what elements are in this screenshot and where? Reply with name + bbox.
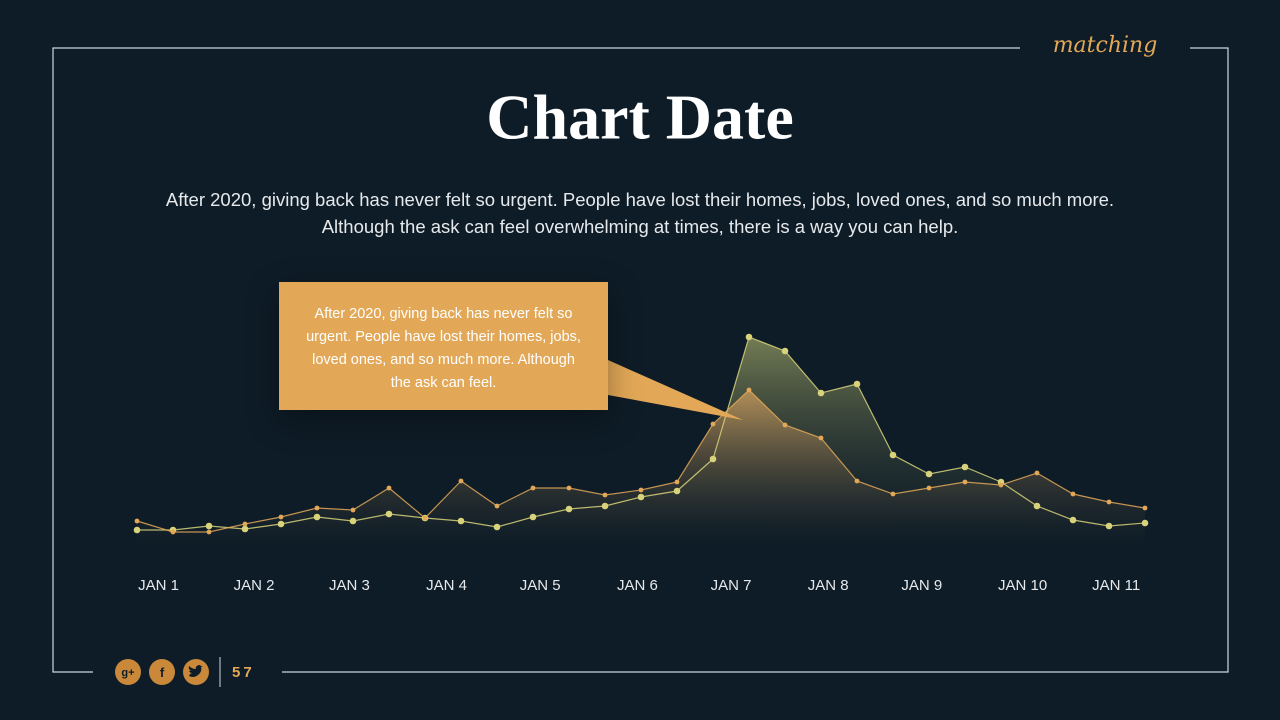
page-number: 57 (232, 664, 255, 681)
point (673, 487, 681, 495)
point (170, 529, 176, 535)
x-tick-label: JAN 9 (901, 577, 942, 594)
point (241, 525, 249, 533)
point (206, 529, 212, 535)
point (674, 479, 680, 485)
point (1142, 505, 1148, 511)
point (817, 389, 825, 397)
point (385, 510, 393, 518)
point (889, 451, 897, 459)
point (565, 505, 573, 513)
point (998, 482, 1004, 488)
point (601, 502, 609, 510)
point (493, 523, 501, 531)
x-tick-label: JAN 6 (617, 577, 658, 594)
point (278, 514, 284, 520)
facebook-icon[interactable] (149, 659, 175, 685)
google-plus-icon[interactable] (115, 659, 141, 685)
point (134, 518, 140, 524)
point (637, 493, 645, 501)
point (853, 380, 861, 388)
point (745, 333, 753, 341)
point (781, 347, 789, 355)
point (314, 505, 320, 511)
x-tick-label: JAN 8 (808, 577, 849, 594)
point (529, 513, 537, 521)
point (1033, 502, 1041, 510)
point (782, 422, 788, 428)
point (1106, 499, 1112, 505)
area (137, 390, 1145, 545)
point (1070, 491, 1076, 497)
icon-glyph: f (160, 665, 165, 680)
callout: After 2020, giving back has never felt s… (279, 282, 608, 410)
point (709, 455, 717, 463)
icon-glyph (188, 665, 203, 677)
point (350, 507, 356, 513)
point (1105, 522, 1113, 530)
point (710, 421, 716, 427)
point (205, 522, 213, 530)
x-tick-label: JAN 2 (234, 577, 275, 594)
x-tick-label: JAN 7 (711, 577, 752, 594)
point (854, 478, 860, 484)
point (638, 487, 644, 493)
point (1034, 470, 1040, 476)
point (746, 387, 752, 393)
point (494, 503, 500, 509)
x-tick-label: JAN 3 (329, 577, 370, 594)
point (530, 485, 536, 491)
point (818, 435, 824, 441)
icon-glyph: g+ (121, 667, 134, 679)
frame (52, 47, 1229, 673)
point (1141, 519, 1149, 527)
point (602, 492, 608, 498)
point (961, 463, 969, 471)
x-tick-label: JAN 5 (520, 577, 561, 594)
point (1069, 516, 1077, 524)
brand: matching (1053, 33, 1158, 58)
x-tick-label: JAN 4 (426, 577, 467, 594)
point (133, 526, 141, 534)
point (313, 513, 321, 521)
point (422, 515, 428, 521)
point (925, 470, 933, 478)
x-tick-label: JAN 1 (138, 577, 179, 594)
x-tick-label: JAN 10 (998, 577, 1047, 594)
point (926, 485, 932, 491)
point (566, 485, 572, 491)
point (242, 521, 248, 527)
subtitle: After 2020, giving back has never felt s… (165, 189, 1115, 237)
chart-title: Chart Date (486, 82, 793, 153)
point (458, 478, 464, 484)
point (349, 517, 357, 525)
point (962, 479, 968, 485)
point (277, 520, 285, 528)
point (890, 491, 896, 497)
point (457, 517, 465, 525)
point (386, 485, 392, 491)
plot: JAN 1 JAN 2 JAN 3 JAN 4 JAN 5 JAN 6 JAN 7 JAN 8… (133, 333, 1149, 594)
x-tick-label: JAN 11 (1092, 577, 1140, 594)
